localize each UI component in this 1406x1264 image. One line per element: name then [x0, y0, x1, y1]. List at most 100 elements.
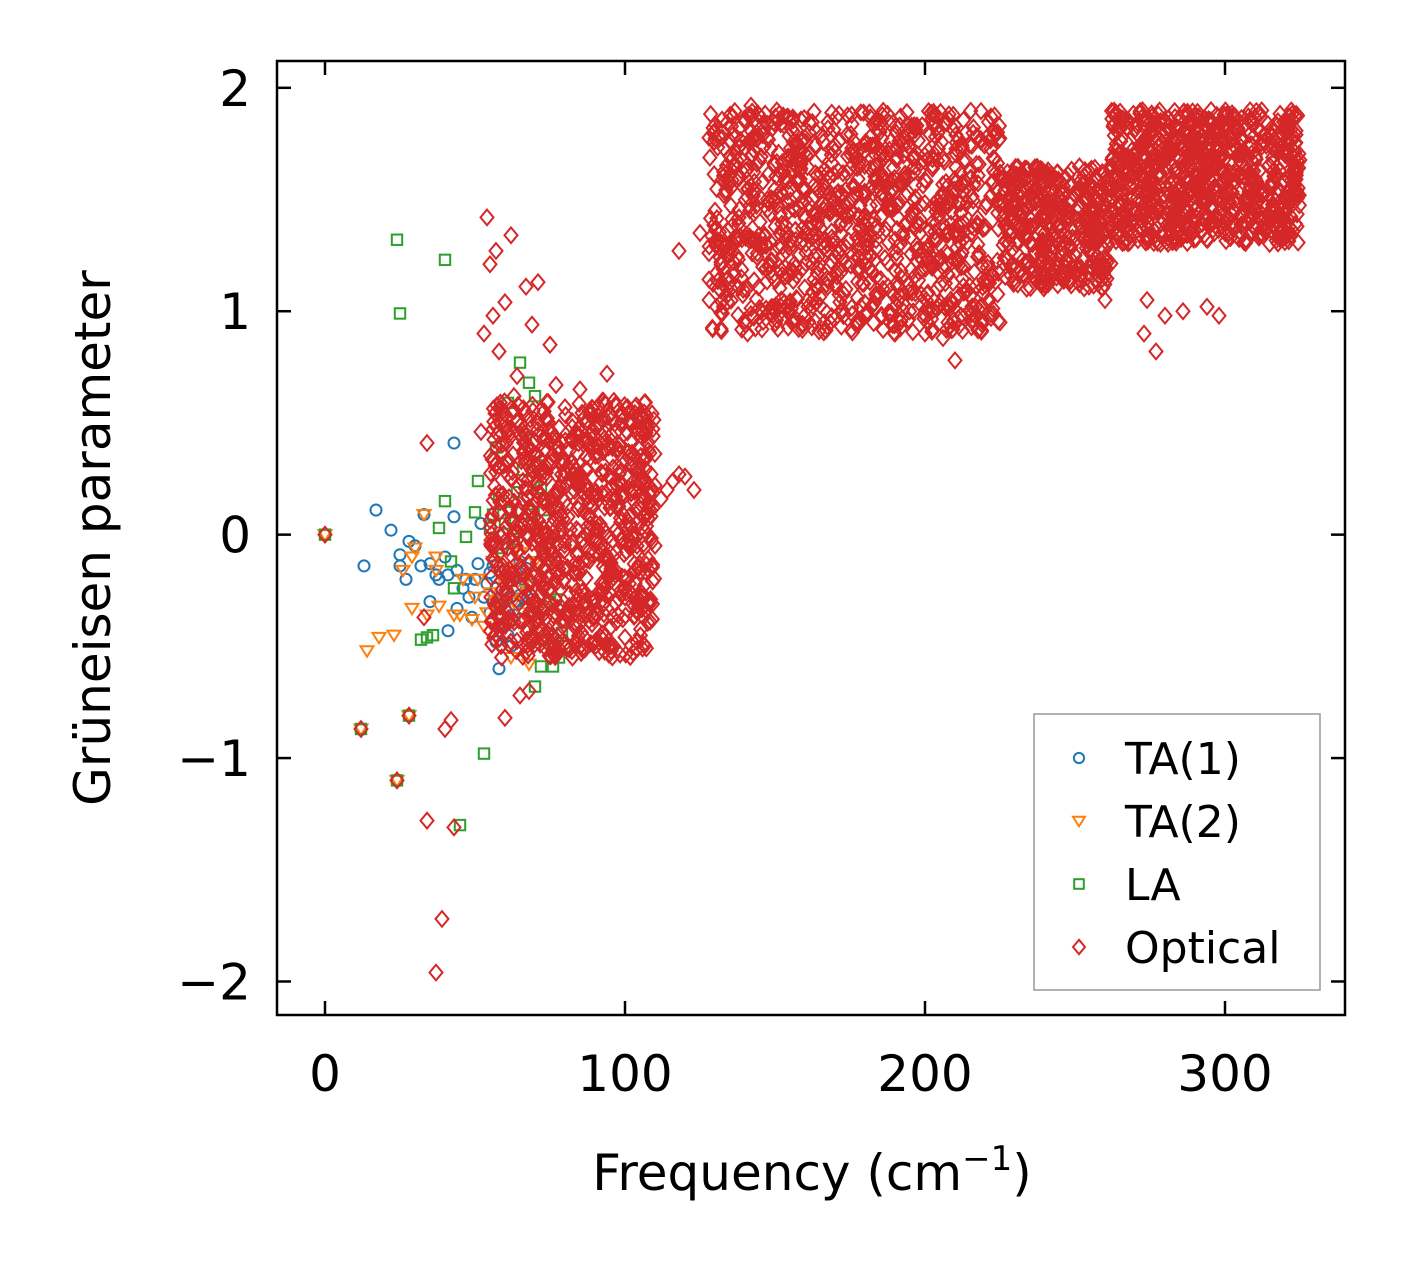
data-point-optical [1109, 141, 1125, 160]
data-point-optical [845, 176, 861, 196]
data-point-optical [856, 293, 873, 312]
data-point-optical [1172, 120, 1189, 139]
data-point-optical [523, 631, 540, 650]
data-point-optical [931, 296, 948, 316]
data-point-optical [524, 533, 540, 553]
data-point-optical [624, 536, 641, 556]
data-point-optical [776, 293, 793, 312]
data-point-optical [524, 395, 541, 415]
data-point-optical [863, 246, 879, 265]
data-point-optical [797, 178, 813, 198]
data-point-optical [767, 217, 784, 236]
data-point-optical [1197, 152, 1214, 172]
data-point-optical [1104, 156, 1120, 176]
data-point-optical [522, 438, 539, 458]
data-point-ta-2 [430, 600, 448, 614]
data-point-optical [853, 103, 869, 122]
data-point-optical [872, 113, 888, 133]
data-point-optical [576, 408, 592, 428]
data-point-optical [514, 647, 531, 667]
data-point-optical [910, 131, 927, 150]
data-point-optical [775, 245, 791, 265]
data-point-optical [1085, 201, 1101, 221]
data-point-optical [997, 248, 1014, 268]
data-point-optical [849, 259, 866, 278]
data-point-optical [969, 216, 986, 236]
data-point-optical [1078, 181, 1095, 201]
data-point-optical [720, 171, 737, 190]
data-point-optical [597, 585, 614, 605]
data-point-optical [1238, 231, 1255, 250]
data-point-optical [571, 563, 588, 583]
data-point-optical [851, 234, 867, 254]
data-point-optical [596, 574, 612, 594]
data-point-optical [580, 506, 597, 526]
data-point-optical [899, 212, 915, 232]
data-point-optical [636, 636, 653, 655]
data-point-optical [788, 230, 804, 250]
data-point-optical [1121, 232, 1137, 252]
data-point-optical [562, 623, 579, 643]
data-point-optical [719, 279, 735, 299]
data-point-optical [823, 202, 839, 222]
data-point-optical [843, 145, 860, 165]
data-point-optical [735, 285, 751, 305]
data-point-optical [867, 179, 883, 198]
data-point-optical [563, 429, 579, 448]
data-point-optical [1061, 228, 1077, 247]
legend: TA(1) TA(2) LA Optical [1033, 713, 1321, 991]
data-point-optical [933, 132, 950, 152]
data-point-optical [530, 511, 547, 531]
data-point-optical [829, 267, 845, 286]
data-point-la [444, 555, 458, 568]
data-point-optical [893, 261, 909, 281]
data-point-optical [785, 132, 802, 152]
data-point-optical [509, 542, 525, 562]
data-point-optical [593, 473, 609, 493]
data-point-optical [1229, 163, 1245, 183]
data-point-ta-1 [441, 624, 455, 638]
data-point-optical [943, 202, 960, 222]
data-point-optical [808, 224, 825, 244]
data-point-optical [838, 125, 855, 145]
data-point-optical [1065, 206, 1082, 226]
data-point-optical [536, 625, 552, 645]
data-point-optical [542, 646, 559, 666]
data-point-optical [961, 135, 978, 155]
data-point-optical [1230, 144, 1246, 164]
data-point-optical [701, 290, 717, 310]
data-point-optical [839, 163, 855, 183]
data-point-optical [799, 157, 816, 177]
data-point-optical [788, 135, 805, 154]
x-tick-label: 200 [877, 1045, 972, 1103]
data-point-optical [722, 165, 738, 185]
data-point-optical [572, 380, 588, 399]
data-point-optical [767, 190, 783, 209]
data-point-optical [741, 196, 758, 216]
data-point-optical [941, 105, 957, 124]
data-point-ta-2 [394, 564, 412, 579]
data-point-optical [1234, 131, 1250, 151]
data-point-optical [989, 284, 1006, 304]
data-point-optical [969, 208, 986, 228]
data-point-optical [707, 201, 723, 221]
data-point-optical [1084, 204, 1101, 223]
data-point-optical [473, 422, 489, 442]
data-point-optical [800, 194, 817, 214]
data-point-optical [617, 627, 633, 647]
data-point-optical [541, 432, 558, 452]
data-point-optical [1001, 201, 1017, 221]
data-point-optical [766, 301, 782, 321]
data-point-optical [941, 297, 957, 317]
data-point-optical [599, 364, 615, 384]
data-point-optical [491, 629, 508, 648]
data-point-optical [612, 405, 629, 425]
data-point-optical [794, 191, 810, 211]
data-point-optical [1000, 179, 1016, 198]
data-point-optical [772, 296, 788, 316]
data-point-optical [976, 271, 992, 291]
data-point-optical [598, 523, 614, 543]
data-point-optical [569, 443, 586, 462]
data-point-optical [540, 624, 556, 644]
data-point-optical [564, 575, 581, 594]
